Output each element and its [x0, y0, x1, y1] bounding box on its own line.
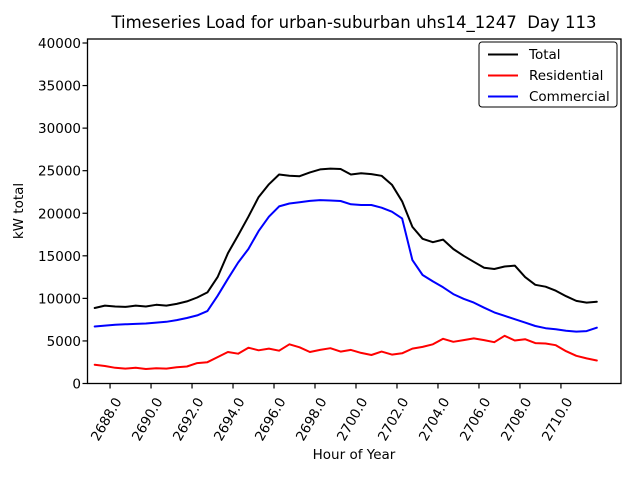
y-tick-label: 30000 [38, 121, 81, 137]
series-lines [93, 167, 598, 370]
x-axis-label: Hour of Year [313, 447, 396, 463]
y-tick-label: 0 [72, 377, 81, 393]
y-ticks: 0 5000 10000 15000 20000 25000 30000 35000 40000 [38, 36, 88, 393]
series-line-total [93, 167, 598, 309]
y-tick-label: 20000 [38, 206, 81, 222]
legend-entry-label: Commercial [529, 89, 610, 105]
y-tick-label: 15000 [38, 249, 81, 265]
legend-entry-label: Total [528, 47, 561, 63]
y-tick-label: 5000 [47, 334, 81, 350]
y-tick-label: 35000 [38, 79, 81, 95]
series-line-residential [93, 334, 598, 370]
legend-entry-label: Residential [529, 68, 603, 84]
series-line-commercial [93, 199, 598, 333]
legend-box [478, 41, 618, 108]
y-tick-label: 25000 [38, 164, 81, 180]
y-tick-label: 10000 [38, 291, 81, 307]
y-axis-label: kW total [11, 183, 27, 239]
legend: Total Residential Commercial [478, 41, 618, 108]
axes-frame [86, 38, 622, 385]
chart-title: Timeseries Load for urban-suburban uhs14… [110, 13, 596, 33]
y-tick-label: 40000 [38, 36, 81, 52]
